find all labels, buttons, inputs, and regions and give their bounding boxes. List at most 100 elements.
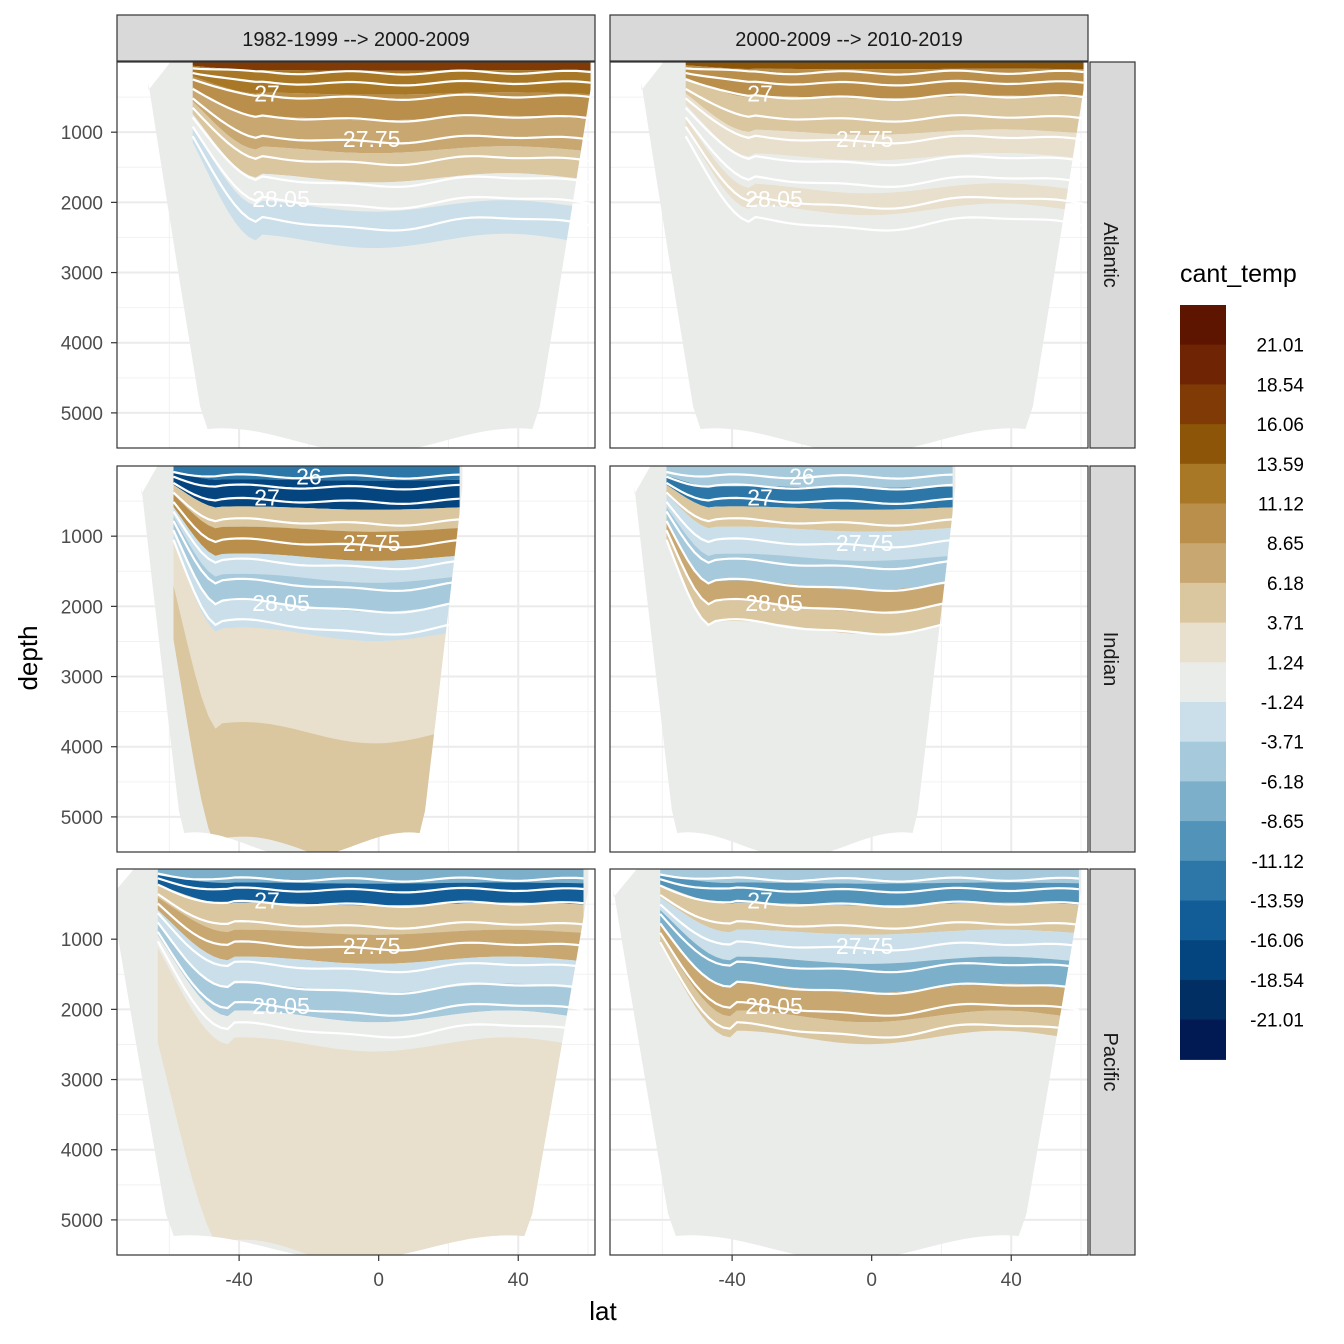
anomaly-band: [685, 62, 1084, 70]
isopycnal-line: [665, 510, 953, 571]
isopycnal-line: [191, 116, 591, 189]
isopycnal-line: [172, 510, 460, 571]
isopycnal-line: [156, 931, 584, 1017]
isopycnal-line: [172, 482, 460, 506]
isopycnal-line: [192, 87, 591, 123]
contour-label-27: 27: [747, 485, 773, 511]
anomaly-band: [173, 585, 460, 852]
x-axis-title: lat: [589, 1296, 617, 1326]
anomaly-band: [666, 484, 953, 532]
anomaly-band: [157, 935, 584, 1052]
anomaly-band: [666, 475, 953, 510]
isopycnal-line: [685, 78, 1084, 102]
row-strip-atlantic-label: Atlantic: [1099, 222, 1121, 288]
anomaly-band: [666, 529, 953, 634]
anomaly-layers: [173, 466, 460, 852]
isopycnal-line: [157, 877, 584, 894]
y-tick-label: 3000: [61, 668, 103, 689]
isopycnal-line: [666, 475, 953, 491]
isopycnal-line: [191, 135, 591, 232]
legend-label: 6.18: [1267, 574, 1304, 595]
x-axis: -40 0 40 -40 0 40: [225, 1255, 1022, 1291]
column-strip-1: 1982-1999 --> 2000-2009: [116, 14, 596, 62]
anomaly-band: [173, 516, 460, 612]
legend-swatch: [1180, 860, 1226, 902]
legend: cant_temp 21.01 18.54 16.06 13.59 11.12 8.65 6…: [1180, 260, 1304, 1060]
isopycnal-line: [659, 903, 1080, 952]
isopycnal-line: [173, 470, 460, 480]
panel-indian-1: 26 27 27.75 28.05: [116, 465, 596, 853]
contour-label-27: 27: [254, 81, 280, 107]
legend-swatch: [1180, 741, 1226, 782]
isopycnal-line: [156, 940, 584, 1039]
anomaly-band: [660, 897, 1079, 964]
legend-swatch: [1180, 424, 1226, 465]
column-strip-2: 2000-2009 --> 2010-2019: [609, 14, 1089, 62]
legend-swatch: [1180, 900, 1226, 941]
panel-content: 26 27 27.75 28.05: [610, 464, 1088, 852]
legend-label: -3.71: [1261, 733, 1304, 754]
legend-swatch: [1180, 582, 1226, 624]
isopycnal-line: [665, 529, 953, 614]
panel-pacific-1: 27 27.75 28.05: [116, 868, 596, 1256]
legend-label: 11.12: [1258, 495, 1304, 516]
isopycnal-line: [685, 67, 1084, 76]
legend-label: 18.54: [1256, 375, 1304, 396]
column-strip-2-label: 2000-2009 --> 2010-2019: [735, 29, 962, 51]
row-strip-atlantic: Atlantic: [1089, 61, 1136, 449]
isopycnal-line: [172, 491, 460, 527]
anomaly-band: [157, 910, 584, 994]
isopycnal-line: [685, 72, 1084, 87]
isopycnal-line: [157, 883, 584, 909]
row-strip-indian: Indian: [1089, 465, 1136, 853]
contour-label-28.05: 28.05: [745, 186, 803, 212]
anomaly-band: [173, 472, 460, 510]
y-axis: 1000 2000 3000 4000 5000 1000 2000 3000 4000 5000…: [61, 123, 117, 1232]
isopycnal-line: [659, 922, 1080, 996]
y-tick-label: 4000: [61, 334, 103, 355]
panel-border: [116, 868, 596, 1256]
panel-pacific-2: 27 27.75 28.05: [609, 868, 1089, 1256]
x-tick-label: 40: [1001, 1270, 1022, 1291]
legend-label: -6.18: [1261, 772, 1304, 793]
contour-label-27.75: 27.75: [836, 933, 894, 959]
isopycnal-line: [157, 872, 584, 883]
isopycnal-line: [172, 520, 460, 593]
legend-label: -18.54: [1250, 971, 1304, 992]
isopycnal-line: [684, 135, 1084, 232]
legend-swatch: [1180, 384, 1226, 425]
y-tick-label: 1000: [61, 123, 103, 144]
legend-label: 8.65: [1267, 534, 1304, 555]
legend-swatch: [1180, 463, 1226, 505]
column-strip-1-label: 1982-1999 --> 2000-2009: [242, 29, 469, 51]
anomaly-band: [173, 507, 460, 583]
anomaly-band: [157, 922, 584, 1023]
anomaly-band: [192, 114, 591, 212]
row-strip-pacific-label: Pacific: [1099, 1033, 1121, 1092]
anomaly-band: [666, 519, 953, 612]
x-tick-label: -40: [225, 1270, 252, 1291]
isopycnal-line: [684, 126, 1084, 210]
isopycnal-line: [173, 475, 460, 491]
isopycnal-line: [665, 539, 953, 636]
y-tick-label: 1000: [61, 527, 103, 548]
isopycnal-line: [666, 470, 953, 480]
anomaly-band: [660, 910, 1079, 994]
legend-label: -8.65: [1261, 812, 1304, 833]
panel-border: [609, 61, 1089, 449]
anomaly-band: [173, 494, 460, 561]
y-tick-label: 2000: [61, 597, 103, 618]
anomaly-band: [660, 935, 1079, 1045]
anomaly-band: [173, 484, 460, 532]
anomaly-layers: [660, 869, 1079, 1045]
y-tick-label: 4000: [61, 738, 103, 759]
anomaly-band: [192, 142, 591, 369]
legend-label: 1.24: [1267, 653, 1304, 674]
legend-swatches: [1180, 305, 1226, 1060]
panel-border: [609, 868, 1089, 1256]
contour-label-26: 26: [789, 464, 815, 490]
legend-label: -16.06: [1250, 931, 1304, 952]
panel-content: 26 27 27.75 28.05: [117, 466, 595, 852]
isopycnal-line: [191, 126, 591, 210]
